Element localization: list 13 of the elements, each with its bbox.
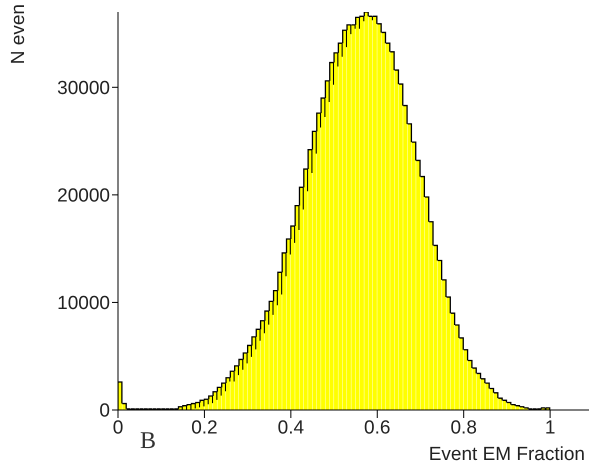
y-tick-label: 10000 xyxy=(57,293,110,314)
x-tick-label: 0 xyxy=(112,417,124,438)
x-axis-title: Event EM Fraction xyxy=(428,444,585,464)
y-tick-label: 0 xyxy=(99,400,110,422)
y-tick-label: 30000 xyxy=(57,78,110,100)
x-tick-label: 0.2 xyxy=(191,417,218,438)
x-tick-label: 0.4 xyxy=(278,417,304,438)
y-tick-label: 20000 xyxy=(57,186,110,207)
y-axis-title: N even xyxy=(8,4,29,64)
text: B xyxy=(140,428,156,454)
x-tick-label: 1 xyxy=(544,417,556,438)
x-tick-label: 0.8 xyxy=(450,417,477,438)
x-tick-label: 0.6 xyxy=(364,417,390,438)
